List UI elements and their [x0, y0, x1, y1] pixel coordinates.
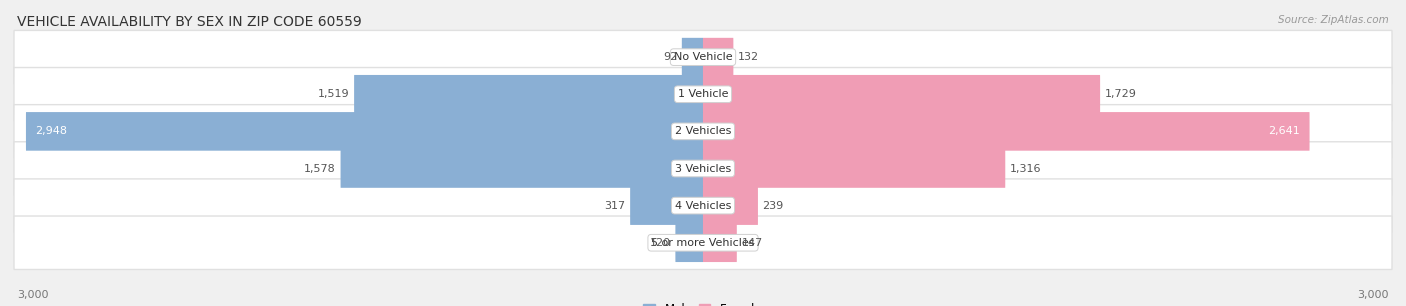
Text: No Vehicle: No Vehicle: [673, 52, 733, 62]
FancyBboxPatch shape: [703, 75, 1099, 114]
FancyBboxPatch shape: [703, 38, 734, 76]
FancyBboxPatch shape: [14, 216, 1392, 270]
Text: 4 Vehicles: 4 Vehicles: [675, 201, 731, 211]
FancyBboxPatch shape: [675, 223, 703, 262]
FancyBboxPatch shape: [703, 186, 758, 225]
FancyBboxPatch shape: [703, 149, 1005, 188]
Text: 3,000: 3,000: [1358, 290, 1389, 300]
FancyBboxPatch shape: [14, 30, 1392, 84]
FancyBboxPatch shape: [630, 186, 703, 225]
Text: 1,729: 1,729: [1105, 89, 1136, 99]
FancyBboxPatch shape: [703, 223, 737, 262]
Text: 147: 147: [741, 238, 762, 248]
Text: 1,519: 1,519: [318, 89, 350, 99]
Text: 1,578: 1,578: [304, 163, 336, 174]
FancyBboxPatch shape: [14, 142, 1392, 195]
Text: 1,316: 1,316: [1010, 163, 1042, 174]
Text: Source: ZipAtlas.com: Source: ZipAtlas.com: [1278, 15, 1389, 25]
FancyBboxPatch shape: [703, 112, 1309, 151]
Text: 5 or more Vehicles: 5 or more Vehicles: [651, 238, 755, 248]
FancyBboxPatch shape: [14, 179, 1392, 232]
FancyBboxPatch shape: [682, 38, 703, 76]
Text: 2,641: 2,641: [1268, 126, 1301, 136]
Text: 239: 239: [762, 201, 783, 211]
Text: 3,000: 3,000: [17, 290, 48, 300]
Text: VEHICLE AVAILABILITY BY SEX IN ZIP CODE 60559: VEHICLE AVAILABILITY BY SEX IN ZIP CODE …: [17, 15, 361, 29]
Text: 92: 92: [664, 52, 678, 62]
Text: 1 Vehicle: 1 Vehicle: [678, 89, 728, 99]
Text: 3 Vehicles: 3 Vehicles: [675, 163, 731, 174]
Text: 2 Vehicles: 2 Vehicles: [675, 126, 731, 136]
Text: 2,948: 2,948: [35, 126, 67, 136]
FancyBboxPatch shape: [25, 112, 703, 151]
Text: 317: 317: [605, 201, 626, 211]
FancyBboxPatch shape: [14, 105, 1392, 158]
FancyBboxPatch shape: [340, 149, 703, 188]
Legend: Male, Female: Male, Female: [638, 298, 768, 306]
Text: 120: 120: [650, 238, 671, 248]
FancyBboxPatch shape: [14, 68, 1392, 121]
Text: 132: 132: [738, 52, 759, 62]
FancyBboxPatch shape: [354, 75, 703, 114]
